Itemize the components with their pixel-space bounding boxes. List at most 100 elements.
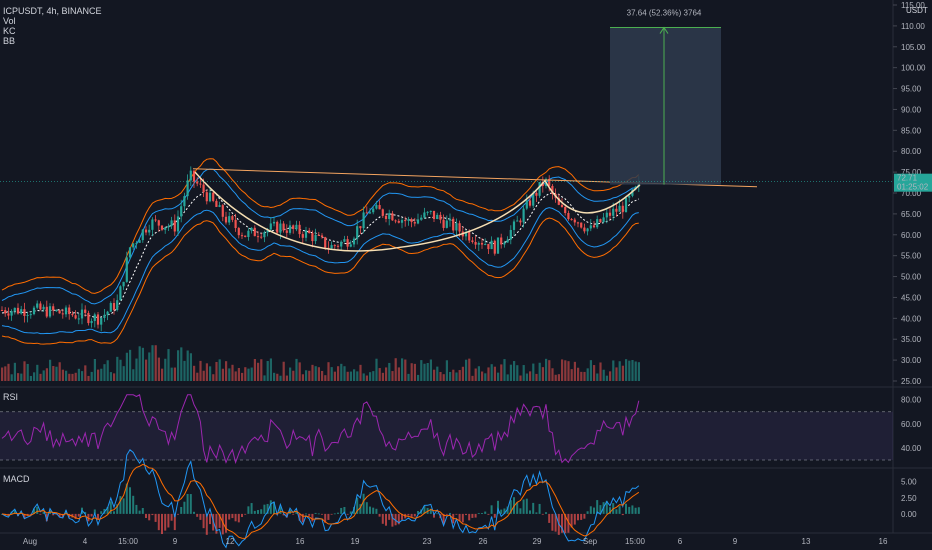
macd-histogram-bar	[349, 511, 352, 514]
macd-histogram-bar	[532, 502, 535, 514]
macd-histogram-bar	[589, 506, 592, 514]
volume-bar	[215, 361, 218, 381]
volume-bar	[260, 359, 263, 381]
macd-histogram-bar	[209, 513, 211, 525]
volume-bar	[186, 350, 189, 381]
candle-body	[490, 240, 493, 250]
macd-histogram-bar	[554, 513, 557, 532]
volume-bar	[474, 368, 477, 381]
macd-histogram-bar	[122, 498, 125, 514]
time-tick-label: 9	[173, 537, 178, 546]
volume-bar	[497, 372, 500, 381]
volume-bar	[237, 367, 240, 381]
macd-histogram-bar	[484, 511, 487, 514]
symbol-title[interactable]: ICPUSDT, 4h, BINANCE	[3, 6, 102, 16]
volume-bar	[458, 370, 461, 381]
candle-body	[295, 224, 298, 229]
candle-body	[512, 221, 516, 230]
volume-bar	[183, 360, 186, 381]
candle-body	[391, 213, 394, 221]
candle-body	[183, 196, 186, 207]
candle-body	[234, 219, 237, 229]
volume-bar	[164, 358, 167, 381]
macd-histogram-bar	[234, 513, 237, 522]
candle-body	[314, 234, 317, 242]
macd-histogram-bar	[154, 513, 157, 522]
macd-histogram-bar	[45, 513, 48, 522]
volume-bar	[381, 372, 384, 381]
volume-bar	[356, 371, 359, 381]
candle-body	[528, 200, 532, 206]
volume-bar	[557, 374, 560, 381]
macd-histogram-bar	[490, 505, 493, 514]
volume-bar	[301, 374, 304, 381]
volume-bar	[532, 363, 535, 381]
volume-bar	[305, 370, 308, 381]
macd-histogram-bar	[173, 513, 176, 531]
candle-body	[48, 306, 52, 317]
candle-body	[148, 229, 151, 233]
candle-body	[308, 230, 311, 234]
macd-histogram-bar	[522, 499, 525, 514]
volume-bar	[225, 361, 228, 381]
candle-body	[384, 215, 388, 219]
macd-histogram-bar	[141, 507, 144, 514]
candle-body	[196, 181, 199, 184]
macd-histogram-bar	[125, 483, 128, 514]
volume-bar	[321, 370, 324, 381]
candle-body	[413, 222, 416, 224]
macd-histogram-bar	[516, 502, 519, 514]
macd-histogram-bar	[503, 508, 506, 514]
macd-histogram-bar	[215, 513, 218, 534]
volume-bar	[429, 359, 432, 381]
rsi-pane-label[interactable]: RSI	[3, 392, 19, 402]
macd-pane-label[interactable]: MACD	[3, 474, 30, 484]
candle-body	[240, 235, 244, 237]
volume-bar	[170, 367, 173, 381]
price-tick-label: 70.00	[901, 189, 922, 198]
target-arrow-head	[659, 26, 669, 34]
volume-bar	[285, 375, 288, 381]
candle-body	[212, 192, 215, 201]
indicator-vol[interactable]: Vol	[3, 16, 16, 26]
macd-histogram-bar	[132, 495, 135, 514]
volume-bar	[602, 369, 605, 381]
macd-histogram-bar	[228, 513, 231, 520]
indicator-bb[interactable]: BB	[3, 36, 16, 46]
volume-bar	[359, 364, 362, 381]
price-tick-label: 35.00	[901, 335, 922, 344]
volume-bar	[433, 369, 436, 381]
candle-body	[487, 244, 490, 250]
volume-bar	[593, 365, 596, 381]
macd-histogram-bar	[337, 512, 339, 514]
macd-tick-label: 5.00	[901, 478, 917, 487]
candle-body	[493, 240, 496, 254]
candle-body	[125, 257, 128, 282]
volume-bar	[189, 353, 192, 381]
macd-histogram-bar	[637, 507, 640, 514]
macd-histogram-bar	[100, 511, 103, 514]
macd-histogram-bar	[279, 506, 282, 514]
price-tick-label: 85.00	[901, 126, 922, 135]
volume-bar	[122, 366, 125, 381]
macd-histogram-bar	[397, 513, 400, 525]
time-tick-label: 9	[733, 537, 738, 546]
candle-body	[612, 208, 615, 216]
candle-body	[13, 307, 16, 312]
candle-body	[276, 221, 279, 233]
volume-bar	[609, 371, 612, 381]
volume-bar	[298, 362, 301, 381]
candle-body	[567, 213, 570, 220]
macd-histogram-bar	[52, 513, 55, 516]
candle-body	[317, 234, 320, 236]
time-tick-label: 19	[351, 537, 360, 546]
macd-histogram-bar	[13, 510, 16, 514]
candle-body	[260, 236, 263, 238]
volume-bar	[109, 372, 112, 381]
indicator-kc[interactable]: KC	[3, 26, 16, 36]
volume-bar	[263, 375, 266, 381]
volume-bar	[442, 374, 445, 381]
macd-histogram-bar	[93, 509, 96, 514]
volume-bar	[218, 359, 221, 381]
